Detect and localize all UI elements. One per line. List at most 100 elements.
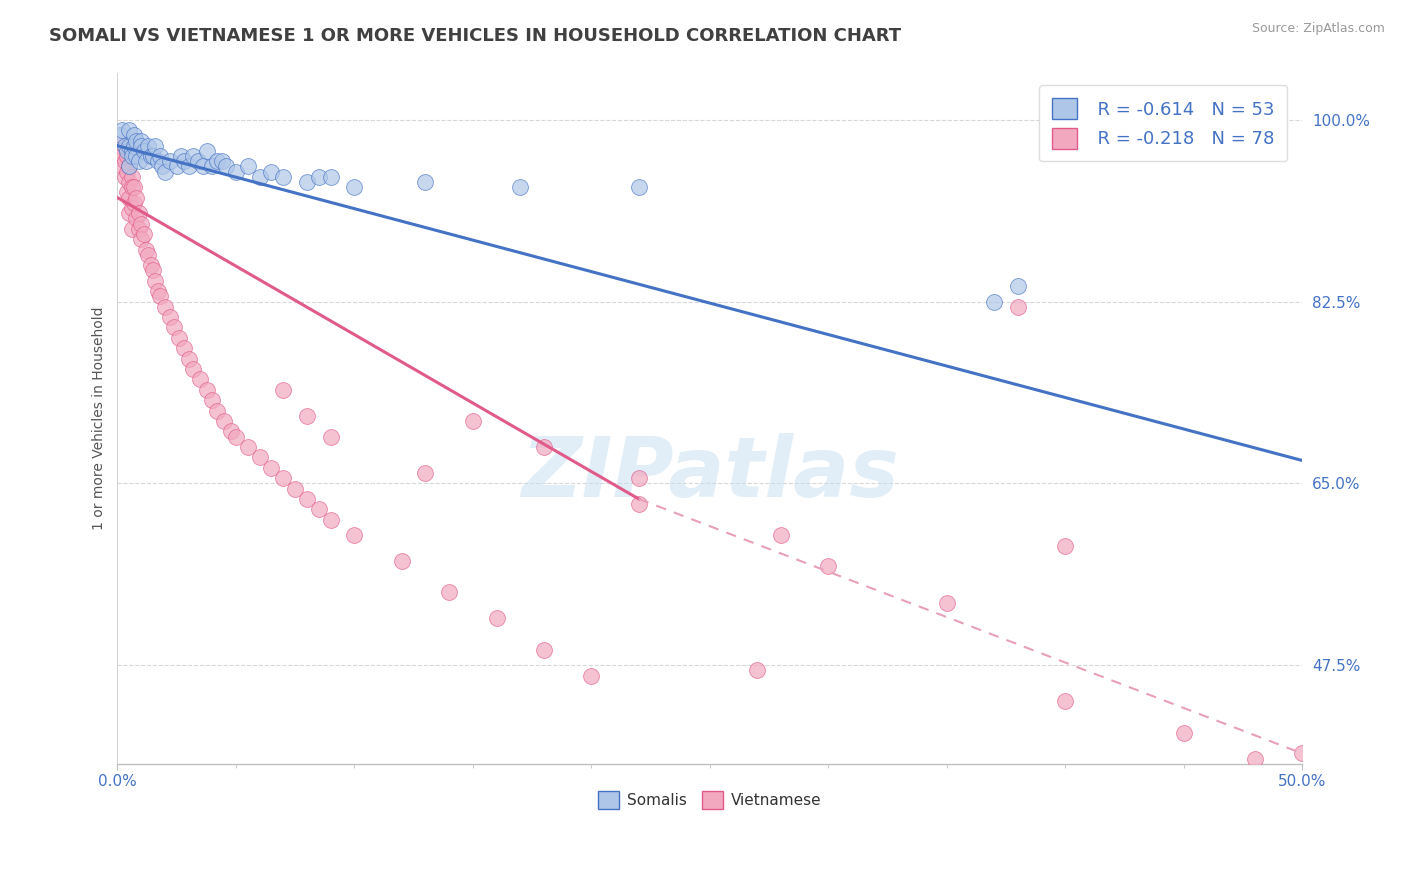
Legend: Somalis, Vietnamese: Somalis, Vietnamese (592, 785, 828, 815)
Point (121, 169, 143, 184)
Point (249, 450, 271, 465)
Point (173, 154, 195, 169)
Point (153, 164, 176, 178)
Point (271, 383, 294, 397)
Point (166, 160, 188, 174)
Point (308, 502, 330, 516)
Point (191, 160, 214, 174)
Point (181, 149, 204, 163)
Point (211, 154, 233, 169)
Point (225, 164, 247, 178)
Point (146, 284, 169, 298)
Point (249, 169, 271, 184)
Point (108, 138, 131, 153)
Point (205, 154, 228, 169)
Point (128, 206, 150, 220)
Point (114, 154, 136, 169)
Text: SOMALI VS VIETNAMESE 1 OR MORE VEHICLES IN HOUSEHOLD CORRELATION CHART: SOMALI VS VIETNAMESE 1 OR MORE VEHICLES … (49, 27, 901, 45)
Point (115, 144, 138, 158)
Point (533, 642, 555, 657)
Point (343, 180, 366, 194)
Point (121, 144, 143, 158)
Point (115, 149, 138, 163)
Point (129, 138, 152, 153)
Point (769, 528, 792, 542)
Point (177, 160, 200, 174)
Point (1007, 279, 1029, 293)
Point (295, 491, 318, 506)
Point (581, 668, 603, 682)
Point (215, 160, 238, 174)
Point (533, 440, 555, 454)
Point (139, 149, 162, 163)
Point (236, 160, 259, 174)
Point (143, 138, 166, 153)
Point (118, 191, 141, 205)
Point (118, 175, 141, 189)
Point (747, 663, 769, 677)
Point (319, 513, 342, 527)
Point (817, 559, 839, 574)
Point (118, 160, 141, 174)
Point (132, 144, 155, 158)
Point (1054, 694, 1077, 708)
Point (197, 383, 219, 397)
Point (121, 222, 143, 236)
Point (181, 362, 204, 376)
Point (260, 460, 283, 475)
Point (159, 154, 181, 169)
Point (461, 414, 484, 428)
Point (125, 134, 148, 148)
Point (114, 169, 136, 184)
Point (128, 154, 150, 169)
Point (108, 128, 131, 143)
Point (167, 331, 190, 345)
Point (114, 138, 136, 153)
Point (219, 425, 242, 439)
Point (343, 528, 366, 542)
Point (149, 149, 172, 163)
Point (163, 320, 186, 334)
Point (319, 429, 342, 443)
Point (153, 300, 176, 314)
Point (149, 289, 172, 303)
Point (170, 149, 193, 163)
Point (190, 372, 212, 386)
Point (118, 138, 141, 153)
Point (205, 403, 228, 417)
Point (121, 201, 143, 215)
Point (142, 263, 165, 277)
Point (627, 180, 650, 194)
Point (212, 414, 235, 428)
Point (271, 471, 294, 485)
Point (627, 497, 650, 511)
Point (125, 191, 148, 205)
Point (143, 274, 166, 288)
Point (125, 149, 148, 163)
Point (139, 258, 162, 272)
Point (128, 222, 150, 236)
Y-axis label: 1 or more Vehicles in Household: 1 or more Vehicles in Household (93, 307, 107, 530)
Point (225, 429, 247, 443)
Point (129, 134, 152, 148)
Point (197, 144, 219, 158)
Point (187, 154, 209, 169)
Point (319, 169, 342, 184)
Point (935, 596, 957, 610)
Point (111, 149, 134, 163)
Point (135, 154, 157, 169)
Point (308, 169, 330, 184)
Point (122, 138, 145, 153)
Point (509, 180, 531, 194)
Point (118, 123, 141, 137)
Point (111, 160, 134, 174)
Point (118, 206, 141, 220)
Point (1243, 751, 1265, 765)
Point (485, 611, 508, 625)
Point (236, 440, 259, 454)
Point (136, 138, 159, 153)
Point (1291, 747, 1313, 761)
Point (115, 186, 138, 200)
Point (1173, 725, 1195, 739)
Point (159, 310, 181, 325)
